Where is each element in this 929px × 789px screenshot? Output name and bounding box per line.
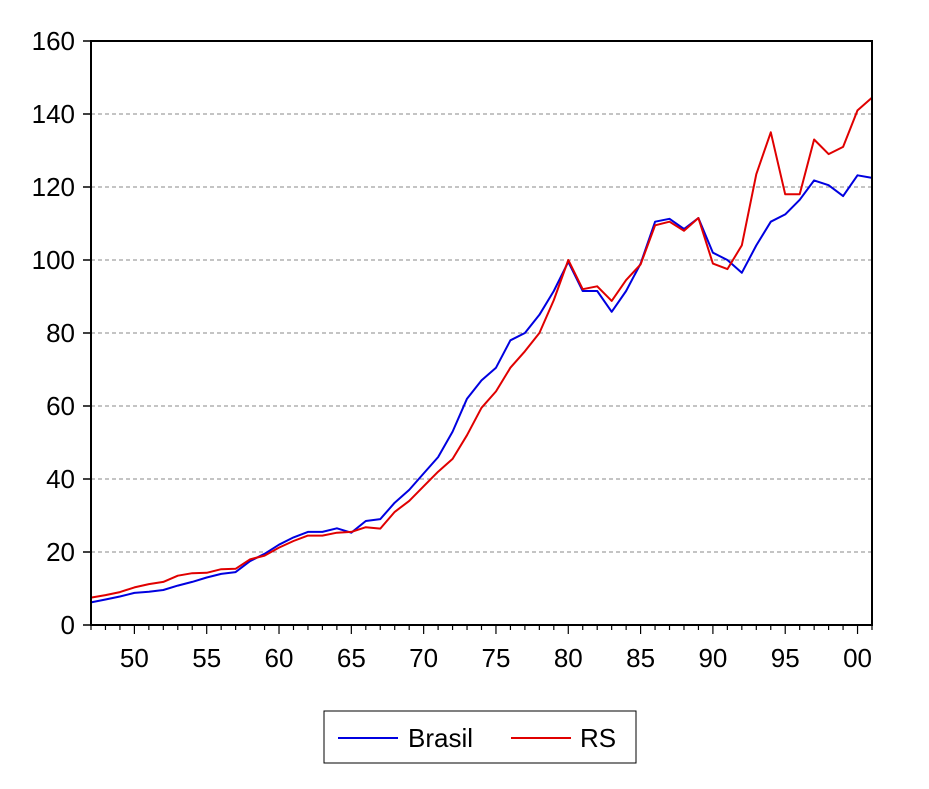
x-tick-label: 65 — [337, 643, 366, 673]
legend-label-rs: RS — [580, 723, 616, 753]
plot-area-frame — [90, 40, 873, 626]
y-tick-label: 0 — [61, 610, 75, 640]
x-tick-label: 80 — [554, 643, 583, 673]
y-tick-label: 140 — [32, 99, 75, 129]
x-tick-label: 85 — [626, 643, 655, 673]
y-tick-label: 20 — [46, 537, 75, 567]
x-tick-label: 75 — [482, 643, 511, 673]
x-tick-label: 60 — [265, 643, 294, 673]
series-line-rs — [90, 96, 873, 599]
y-tick-label: 100 — [32, 245, 75, 275]
x-tick-label: 00 — [843, 643, 872, 673]
x-tick-label: 90 — [698, 643, 727, 673]
x-tick-label: 95 — [771, 643, 800, 673]
y-tick-label: 120 — [32, 172, 75, 202]
y-axis: 0 20 40 60 80 100 120 140 160 — [32, 26, 91, 640]
y-tick-label: 80 — [46, 318, 75, 348]
x-tick-label: 55 — [192, 643, 221, 673]
y-tick-label: 60 — [46, 391, 75, 421]
x-tick-label: 50 — [120, 643, 149, 673]
y-tick-label: 40 — [46, 464, 75, 494]
x-axis: 50 55 60 65 70 75 80 85 90 95 00 — [90, 625, 873, 673]
y-tick-label: 160 — [32, 26, 75, 56]
series-line-brasil — [90, 174, 873, 604]
series-lines — [90, 96, 873, 604]
legend: Brasil RS — [323, 710, 637, 764]
legend-label-brasil: Brasil — [408, 723, 473, 753]
x-tick-label: 70 — [409, 643, 438, 673]
